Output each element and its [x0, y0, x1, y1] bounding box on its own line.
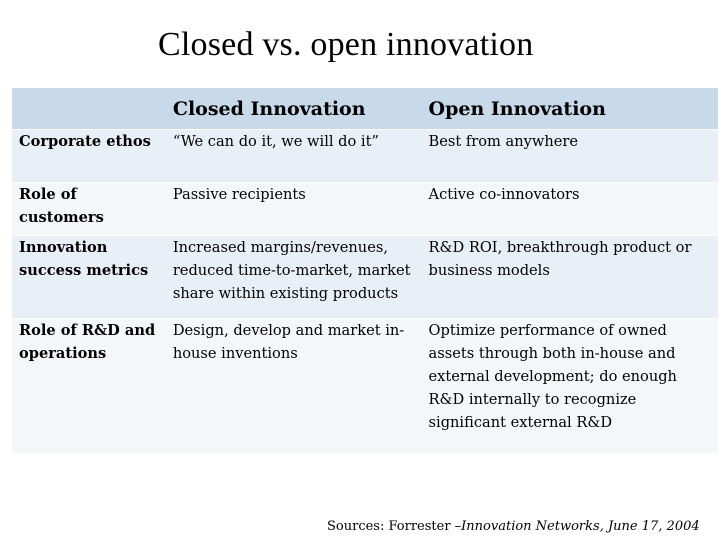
closed-cell: Increased margins/revenues, reduced time…	[165, 236, 422, 319]
table-row: Innovation success metrics Increased mar…	[12, 236, 718, 319]
source-citation: Sources: Forrester –Innovation Networks,…	[327, 519, 717, 534]
header-open-innovation: Open Innovation	[421, 88, 718, 130]
header-closed-innovation: Closed Innovation	[165, 88, 422, 130]
slide-title: Closed vs. open innovation	[158, 26, 534, 63]
open-cell: Best from anywhere	[421, 130, 718, 183]
table-row: Role of R&D and operations Design, devel…	[12, 319, 718, 454]
closed-cell: Design, develop and market in-house inve…	[165, 319, 422, 454]
row-label: Role of customers	[12, 183, 166, 236]
open-cell: Active co-innovators	[421, 183, 718, 236]
table-row: Role of customers Passive recipients Act…	[12, 183, 718, 236]
comparison-table: Closed Innovation Open Innovation Corpor…	[12, 88, 718, 454]
open-cell: Optimize performance of owned assets thr…	[421, 319, 718, 454]
source-title: Innovation Networks, June 17, 2004	[461, 519, 700, 534]
table-header-row: Closed Innovation Open Innovation	[12, 88, 718, 130]
row-label: Innovation success metrics	[12, 236, 166, 319]
header-cell-empty	[12, 88, 166, 130]
closed-cell: Passive recipients	[165, 183, 422, 236]
row-label: Corporate ethos	[12, 130, 166, 183]
closed-cell: “We can do it, we will do it”	[165, 130, 422, 183]
open-cell: R&D ROI, breakthrough product or busines…	[421, 236, 718, 319]
source-prefix: Sources: Forrester –	[327, 519, 462, 534]
table-row: Corporate ethos “We can do it, we will d…	[12, 130, 718, 183]
row-label: Role of R&D and operations	[12, 319, 166, 454]
closed-cell-text: Increased margins/revenues, reduced time…	[172, 239, 411, 302]
